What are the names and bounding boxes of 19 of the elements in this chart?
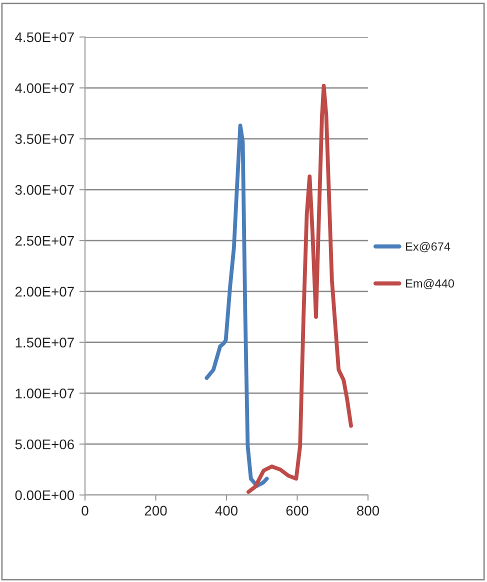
y-tick-label: 3.50E+07 — [15, 134, 74, 144]
x-tick-label: 400 — [215, 506, 238, 516]
x-tick-label: 200 — [144, 506, 167, 516]
y-tick-label: 5.00E+06 — [15, 439, 74, 450]
legend-label: Em@440 — [406, 278, 454, 290]
y-tick-label: 4.50E+07 — [15, 32, 74, 42]
y-tick-label: 0.00E+00 — [15, 490, 74, 500]
x-tick-label: 0 — [82, 506, 88, 516]
y-tick-label: 4.00E+07 — [15, 83, 74, 94]
line-series — [246, 84, 353, 494]
line-series — [204, 124, 269, 488]
y-tick-label: 1.00E+07 — [16, 388, 74, 398]
x-tick-label: 800 — [357, 506, 380, 516]
y-tick-label: 3.00E+07 — [15, 185, 74, 195]
y-tick-label: 2.50E+07 — [15, 236, 74, 246]
legend-label: Ex@674 — [406, 242, 450, 252]
y-tick-label: 1.50E+07 — [16, 338, 74, 348]
x-tick-label: 600 — [286, 506, 308, 516]
y-tick-label: 2.00E+07 — [15, 286, 74, 297]
